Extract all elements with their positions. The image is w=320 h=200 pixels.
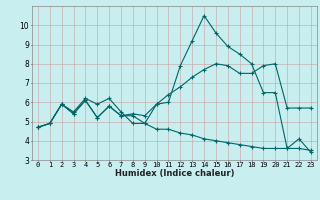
X-axis label: Humidex (Indice chaleur): Humidex (Indice chaleur) bbox=[115, 169, 234, 178]
